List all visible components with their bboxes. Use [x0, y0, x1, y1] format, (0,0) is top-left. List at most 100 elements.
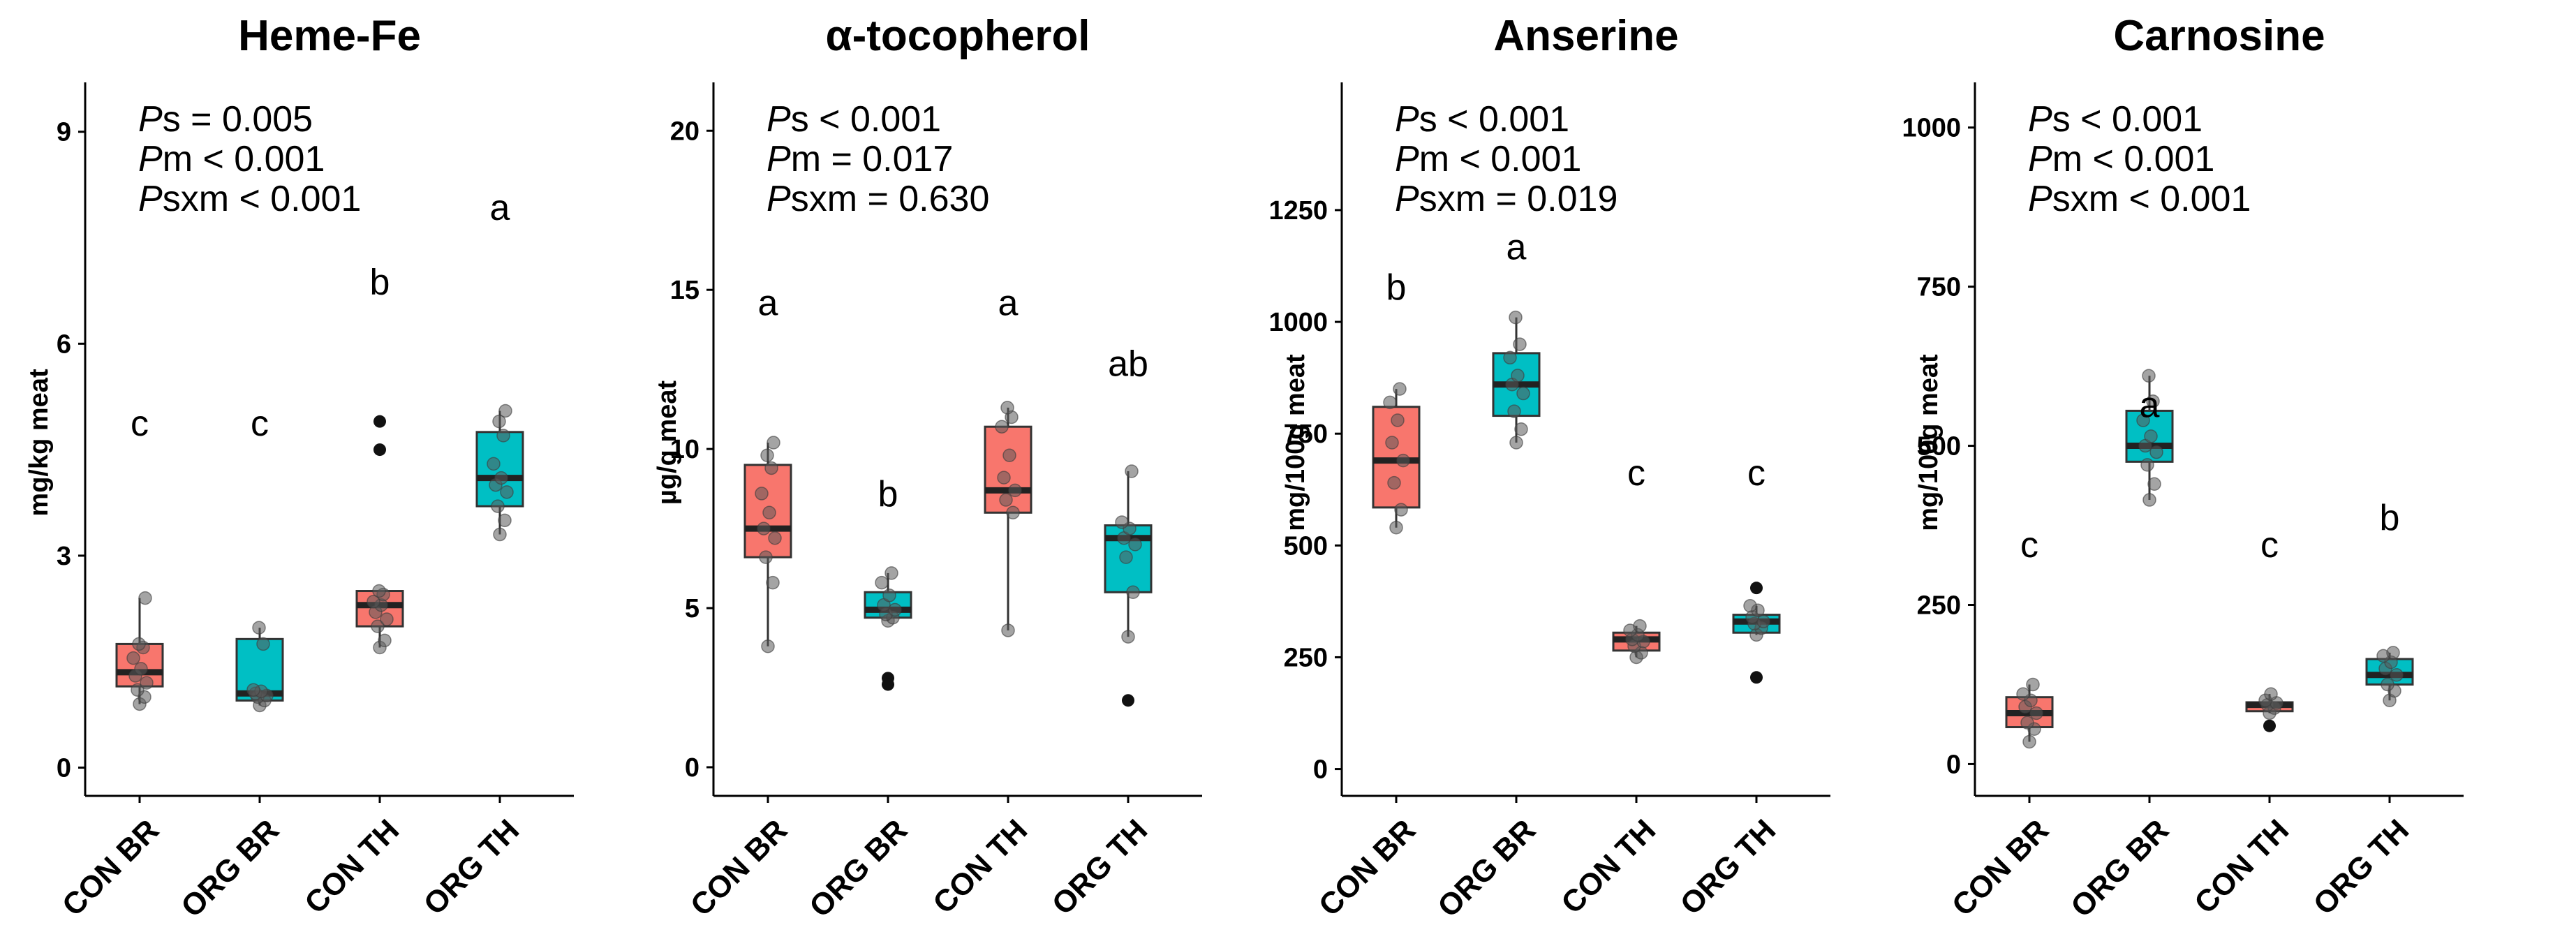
y-tick-label: 1000	[1902, 114, 1961, 143]
data-point	[1387, 475, 1401, 490]
data-point	[378, 633, 392, 648]
data-point	[246, 683, 260, 697]
data-point	[487, 457, 501, 471]
data-point	[2149, 445, 2163, 459]
data-point	[1394, 503, 1408, 517]
data-point	[2264, 687, 2278, 701]
data-point	[2142, 369, 2156, 383]
data-point	[884, 566, 898, 580]
data-point	[134, 662, 148, 676]
data-point	[1743, 599, 1757, 613]
significance-letter: b	[2380, 498, 2400, 538]
y-tick-label: 0	[685, 753, 699, 783]
data-point	[761, 639, 775, 653]
data-point	[767, 436, 780, 450]
y-tick-label: 6	[57, 330, 71, 359]
x-tick-label: ORG TH	[1045, 813, 1154, 922]
significance-letter: c	[1627, 453, 1645, 494]
data-point	[2140, 458, 2154, 472]
box-con-br: c	[115, 404, 164, 711]
data-point	[995, 420, 1009, 434]
significance-letter: a	[998, 283, 1019, 324]
outlier-point	[882, 678, 894, 691]
data-point	[1002, 448, 1016, 462]
data-point	[140, 676, 154, 690]
data-point	[759, 550, 773, 564]
significance-letter: c	[251, 404, 269, 444]
y-tick-label: 10	[670, 435, 699, 464]
significance-letter: ab	[1108, 343, 1148, 384]
data-point	[1509, 310, 1523, 325]
y-tick-label: 9	[57, 118, 71, 147]
box-org-br: a	[1492, 227, 1541, 450]
data-point	[1006, 505, 1020, 520]
panel-4: Carnosine mg/100g meat 0 250 500 750 1000 Ps < …	[1902, 12, 2464, 924]
y-tick-label: 15	[670, 276, 699, 305]
x-tick-label: CON TH	[1555, 813, 1662, 920]
data-point	[372, 584, 386, 598]
x-tick-label: ORG BR	[2064, 813, 2175, 924]
data-point	[768, 531, 782, 545]
p-value-m: Pm < 0.001	[1395, 139, 1581, 179]
data-point	[757, 522, 771, 535]
outlier-point	[1750, 582, 1763, 595]
data-point	[1514, 422, 1528, 436]
y-tick-label: 750	[1284, 420, 1328, 449]
data-point	[766, 575, 780, 590]
data-point	[500, 485, 514, 499]
box-con-th: a	[984, 283, 1032, 637]
data-point	[2381, 677, 2394, 692]
chart-title: Carnosine	[2113, 12, 2325, 60]
box-org-th: ab	[1104, 343, 1153, 707]
p-value-sxm: Psxm = 0.630	[767, 179, 989, 219]
p-value-s: Ps < 0.001	[1395, 99, 1569, 140]
y-tick-label: 500	[1284, 531, 1328, 561]
box-body	[475, 431, 524, 508]
data-point	[496, 429, 510, 443]
x-tick-label: CON TH	[2188, 813, 2295, 920]
y-tick-label: 0	[1313, 755, 1328, 785]
significance-letter: a	[1507, 227, 1527, 267]
data-point	[2146, 394, 2160, 408]
data-point	[1391, 413, 1405, 427]
significance-letter: b	[370, 262, 390, 302]
x-tick-label: CON BR	[56, 813, 165, 922]
data-point	[1008, 483, 1022, 498]
data-point	[762, 505, 776, 520]
y-tick-label: 0	[1946, 750, 1961, 779]
data-point	[1393, 382, 1407, 396]
box-con-br: c	[2005, 525, 2054, 749]
data-point	[888, 602, 902, 617]
significance-letter: c	[2260, 525, 2279, 565]
data-point	[2390, 668, 2404, 682]
outlier-point	[1122, 694, 1134, 707]
data-point	[131, 683, 145, 697]
data-point	[498, 513, 512, 528]
data-point	[1396, 453, 1410, 468]
y-tick-label: 0	[57, 754, 71, 783]
box-org-br: a	[2125, 369, 2174, 507]
significance-letter: b	[1386, 267, 1407, 308]
box-con-th: c	[1612, 453, 1661, 665]
data-point	[2022, 734, 2036, 749]
significance-letter: c	[1747, 453, 1766, 494]
p-value-sxm: Psxm < 0.001	[2028, 179, 2251, 219]
data-point	[1128, 538, 1142, 552]
data-point	[1115, 515, 1129, 529]
y-tick-label: 20	[670, 117, 699, 146]
data-point	[2020, 716, 2034, 730]
p-value-s: Ps = 0.005	[138, 99, 313, 140]
data-point	[1119, 550, 1133, 564]
p-value-m: Pm < 0.001	[2028, 139, 2214, 179]
y-tick-label: 500	[1917, 432, 1961, 461]
y-tick-label: 750	[1917, 273, 1961, 302]
data-point	[2016, 687, 2030, 701]
box-org-br: b	[864, 474, 912, 691]
data-point	[256, 637, 270, 651]
data-point	[882, 589, 896, 602]
significance-letter: a	[758, 283, 778, 324]
data-point	[380, 612, 394, 626]
box-con-th: b	[355, 262, 404, 655]
